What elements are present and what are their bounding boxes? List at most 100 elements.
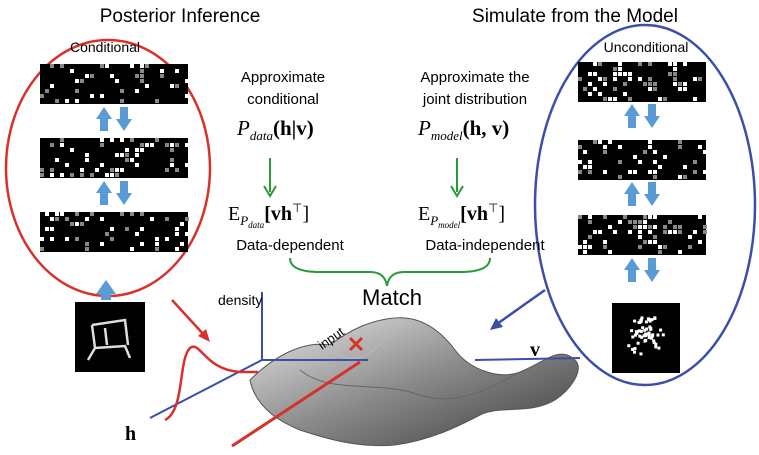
pixel [668, 230, 672, 234]
pixel [651, 318, 654, 321]
pixel [160, 69, 164, 73]
pixel [648, 225, 652, 229]
pixel [120, 89, 124, 93]
v-label: v [530, 339, 540, 361]
pixel [135, 148, 139, 152]
pixel [673, 67, 677, 71]
pixel [588, 82, 592, 86]
pixel [638, 335, 641, 338]
pixel [40, 173, 44, 177]
pixel [648, 325, 651, 328]
noise-strip [40, 64, 188, 104]
pixel [140, 79, 144, 83]
pixel [70, 69, 74, 73]
up-arrow [96, 181, 112, 205]
pixel [150, 217, 154, 221]
pixel [693, 160, 697, 164]
pixel [588, 92, 592, 96]
pixel [100, 138, 104, 142]
pixel [125, 148, 129, 152]
pixel [633, 220, 637, 224]
pixel [110, 237, 114, 241]
pixel [75, 222, 79, 226]
pixel [75, 89, 79, 93]
pixel [658, 97, 662, 101]
pixel [578, 145, 582, 149]
formula-part: ⊤ [292, 201, 302, 215]
pixel [628, 97, 632, 101]
pixel [50, 217, 54, 221]
pixel [651, 333, 654, 336]
pixel [693, 170, 697, 174]
pixel [578, 160, 582, 164]
pixel [703, 150, 707, 154]
pixel [40, 247, 44, 251]
up-arrow [624, 182, 640, 206]
pixel [638, 220, 642, 224]
pixel [628, 72, 632, 76]
pixel [653, 215, 657, 219]
pixel [638, 77, 642, 81]
pixel [45, 227, 49, 231]
pixel [588, 72, 592, 76]
pixel [683, 62, 687, 66]
pixel [678, 145, 682, 149]
pixel [658, 245, 662, 249]
formula-part: P [239, 213, 248, 228]
conditional-label: Conditional [70, 39, 140, 55]
pixel [175, 84, 179, 88]
pixel [683, 175, 687, 179]
pixel [658, 250, 662, 254]
pixel [135, 89, 139, 93]
down-arrow [644, 182, 660, 206]
pixel [150, 143, 154, 147]
pixel [65, 217, 69, 221]
pixel [120, 153, 124, 157]
pixel [693, 77, 697, 81]
pixel [185, 94, 189, 98]
pixel [120, 168, 124, 172]
pixel [145, 64, 149, 68]
diagram: Posterior Inference Simulate from the Mo… [0, 0, 759, 450]
pixel [578, 215, 582, 219]
pixel [145, 143, 149, 147]
pixel [603, 77, 607, 81]
pixel [678, 230, 682, 234]
pixel [643, 215, 647, 219]
pixel [60, 173, 64, 177]
pixel [120, 138, 124, 142]
pixel [603, 145, 607, 149]
pixel [623, 215, 627, 219]
pixel [653, 341, 656, 344]
pixel [648, 240, 652, 244]
pixel [618, 72, 622, 76]
pixel [55, 212, 59, 216]
pixel [155, 138, 159, 142]
pixel [633, 225, 637, 229]
density-label: density [218, 292, 262, 308]
up-arrow [624, 104, 640, 128]
pixel [100, 163, 104, 167]
surface [250, 318, 578, 446]
pixel [85, 247, 89, 251]
pixel [693, 97, 697, 101]
pixel [640, 330, 643, 333]
pixel [698, 215, 702, 219]
pixel [648, 170, 652, 174]
pixel [678, 250, 682, 254]
pixel [618, 160, 622, 164]
pixel [673, 62, 677, 66]
pixel [613, 77, 617, 81]
pixel [688, 235, 692, 239]
pixel [140, 212, 144, 216]
pixel [673, 77, 677, 81]
pixel [645, 327, 648, 330]
pixel [120, 99, 124, 103]
pixel [185, 163, 189, 167]
down-arrow [116, 181, 132, 205]
pixel [633, 351, 636, 354]
pixel [175, 143, 179, 147]
formula: Pmodel(h, v) [417, 116, 509, 143]
up-arrow [624, 258, 640, 282]
formula-part: model [431, 128, 463, 143]
